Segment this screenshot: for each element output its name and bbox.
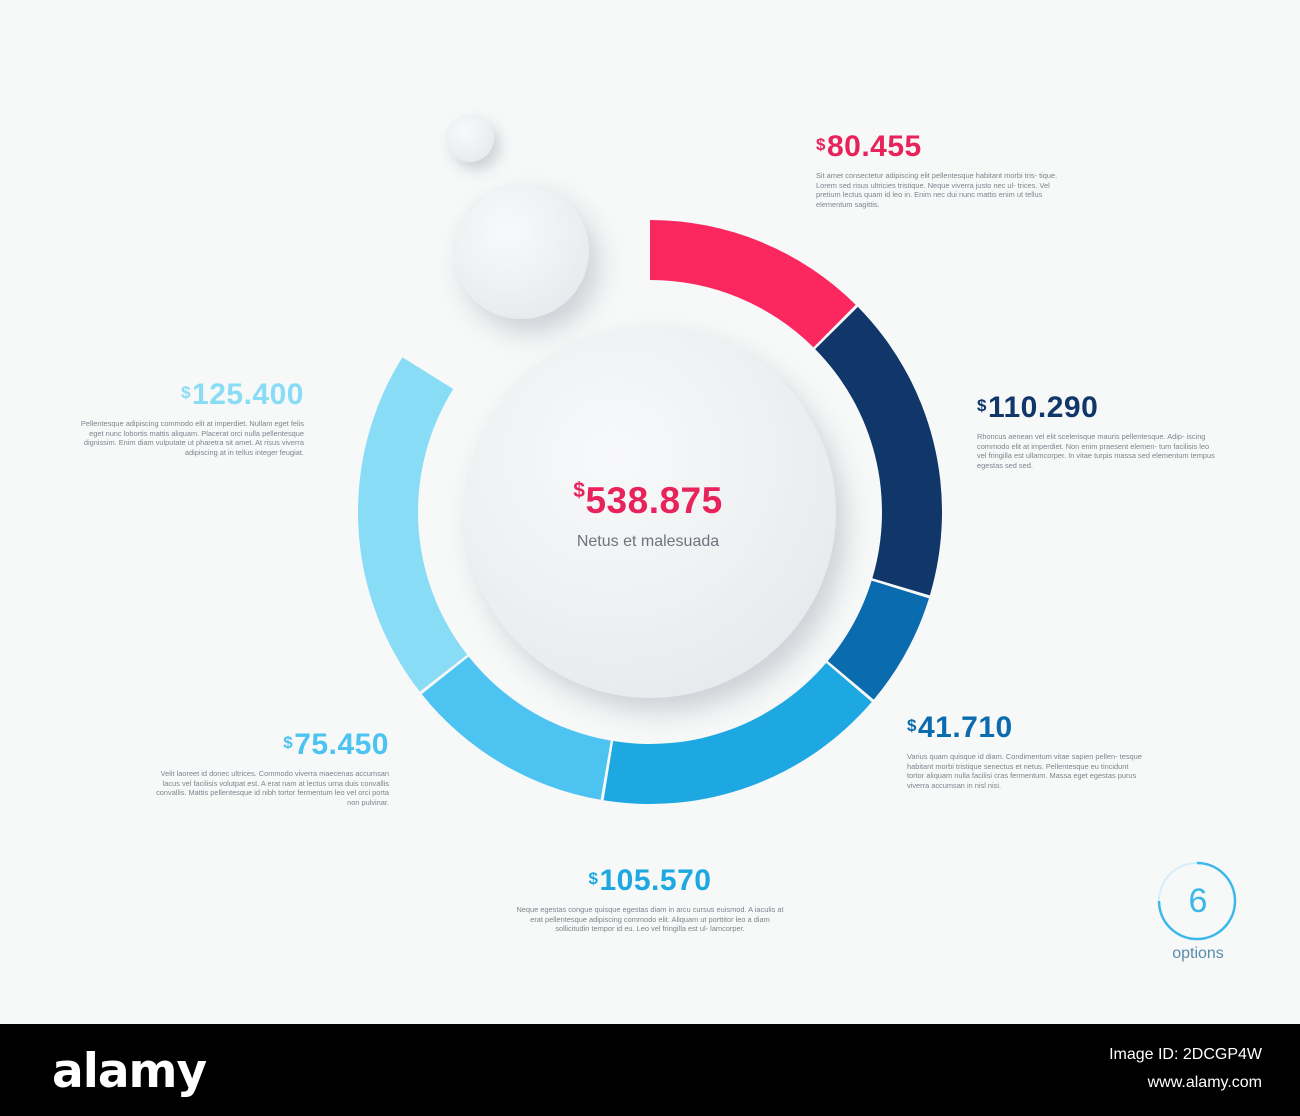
medium-decor-circle (453, 183, 589, 319)
callout-segment-5: $75.450 Velit laoreet id donec ultrices.… (151, 728, 389, 807)
total-caption: Netus et malesuada (576, 533, 720, 550)
segment-1-description: Sit amet consectetur adipiscing elit pel… (816, 171, 1058, 209)
footer-logo: alamy (52, 1044, 207, 1099)
options-label: options (1172, 945, 1224, 962)
donut-segment-6 (358, 357, 468, 692)
segment-5-description: Velit laoreet id donec ultrices. Commodo… (156, 769, 389, 807)
segment-4-description: Neque egestas congue quisque egestas dia… (516, 905, 784, 934)
callout-segment-3: $41.710 Varius quam quisque id diam. Con… (907, 711, 1145, 790)
callout-segment-2: $110.290 Rhoncus aenean vel elit sceleri… (977, 391, 1217, 470)
segment-2-description: Rhoncus aenean vel elit scelerisque maur… (977, 432, 1215, 470)
center-disc (464, 326, 836, 698)
footer-image-id: Image ID: 2DCGP4W (1109, 1046, 1262, 1063)
footer-bar: alamy Image ID: 2DCGP4W www.alamy.com (0, 1024, 1300, 1116)
footer-url: www.alamy.com (1147, 1074, 1262, 1091)
infographic-canvas: $538.875 Netus et malesuada $80.455 Sit … (66, 114, 1237, 962)
donut-chart (358, 114, 1237, 941)
callout-segment-4: $105.570 Neque egestas congue quisque eg… (514, 864, 786, 934)
small-decor-circle (446, 114, 494, 162)
segment-3-value: $41.710 (907, 711, 1013, 744)
segment-1-value: $80.455 (816, 130, 922, 163)
donut-segment-3 (827, 580, 929, 700)
options-count: 6 (1188, 882, 1208, 920)
segment-5-value: $75.450 (283, 728, 389, 761)
segment-3-description: Varius quam quisque id diam. Condimentum… (907, 752, 1142, 790)
total-value: $538.875 (573, 479, 723, 521)
segment-2-value: $110.290 (977, 391, 1099, 424)
segment-6-value: $125.400 (181, 378, 304, 411)
callout-segment-6: $125.400 Pellentesque adipiscing commodo… (66, 378, 304, 457)
segment-6-description: Pellentesque adipiscing commodo elit at … (80, 419, 304, 457)
callout-segment-1: $80.455 Sit amet consectetur adipiscing … (816, 130, 1071, 209)
footer-info: Image ID: 2DCGP4W www.alamy.com (1109, 1046, 1262, 1092)
segment-4-value: $105.570 (588, 864, 712, 897)
donut-segment-4 (603, 662, 872, 804)
options-ring-progress (1157, 861, 1237, 941)
donut-segment-5 (421, 656, 611, 800)
donut-segment-1 (650, 220, 856, 348)
donut-segment-2 (815, 306, 942, 596)
